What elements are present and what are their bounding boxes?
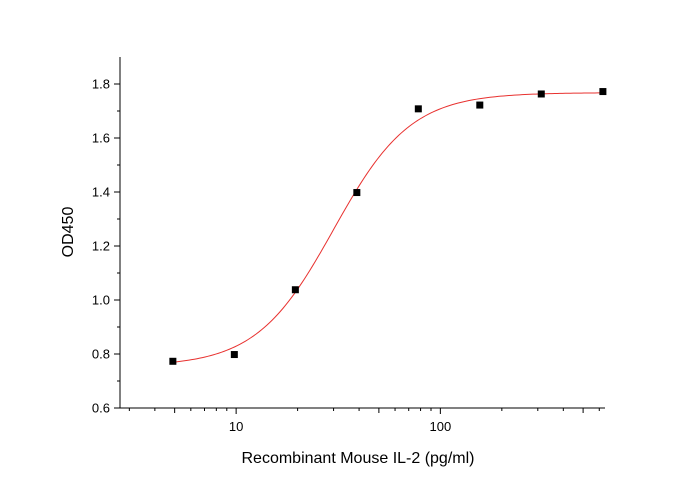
- fit-curve: [172, 92, 603, 363]
- data-point: [230, 351, 238, 359]
- data-points: [169, 88, 607, 365]
- y-tick-label: 0.8: [92, 347, 110, 362]
- data-point: [414, 105, 422, 113]
- y-tick-label: 1.8: [92, 77, 110, 92]
- axes: 0.6 0.8 1.0 1.2 1.4 1.6 1.8 10 100: [92, 57, 605, 434]
- data-point: [353, 189, 361, 197]
- x-tick-label: 100: [430, 419, 452, 434]
- data-point: [291, 286, 299, 294]
- x-axis-title: Recombinant Mouse IL-2 (pg/ml): [242, 450, 475, 467]
- y-tick-label: 0.6: [92, 401, 110, 416]
- y-axis-title: OD450: [60, 207, 77, 258]
- data-point: [169, 357, 177, 365]
- data-point: [537, 90, 545, 98]
- data-point: [599, 88, 607, 96]
- data-point: [476, 101, 484, 109]
- x-tick-label: 10: [229, 419, 243, 434]
- y-tick-label: 1.0: [92, 293, 110, 308]
- y-tick-label: 1.2: [92, 239, 110, 254]
- y-tick-label: 1.4: [92, 185, 110, 200]
- fit-curve-group: [172, 92, 603, 363]
- y-tick-label: 1.6: [92, 131, 110, 146]
